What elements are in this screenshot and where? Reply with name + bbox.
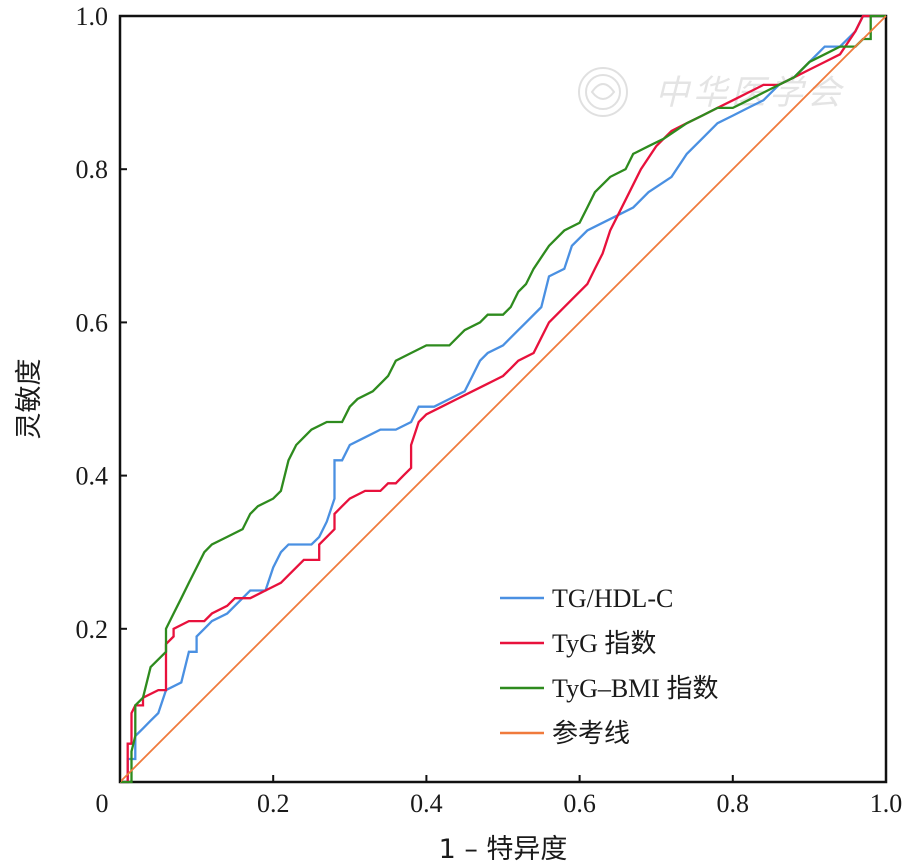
series-line-0: [120, 14, 886, 784]
x-tick-label: 0.8: [717, 789, 750, 818]
x-axis-title: 1 – 特异度: [439, 834, 568, 865]
y-tick-label: 1.0: [76, 2, 109, 31]
legend-label-3: 参考线: [552, 719, 630, 748]
watermark: 中华医学会: [578, 67, 841, 117]
series-line-3: [119, 15, 887, 783]
x-tick-label: 0: [96, 789, 109, 818]
y-tick-label: 0.8: [76, 155, 109, 184]
x-tick-label: 0.2: [257, 789, 290, 818]
legend-label-2: TyG–BMI 指数: [552, 674, 718, 703]
legend-label-0: TG/HDL-C: [552, 584, 673, 613]
plot-area: [118, 14, 888, 784]
y-axis-title: 灵敏度: [14, 359, 45, 440]
watermark-seal-icon: [578, 67, 628, 117]
y-tick-label: 0.4: [76, 462, 109, 491]
x-tick-label: 0.6: [563, 789, 596, 818]
legend-label-1: TyG 指数: [552, 629, 656, 658]
series-layer: [119, 14, 887, 784]
y-tick-label: 0.2: [76, 615, 109, 644]
plot-frame: [118, 14, 888, 784]
y-tick-label: 0.6: [76, 308, 109, 337]
x-tick-label: 0.4: [410, 789, 443, 818]
x-axis-ticks: 0 0.2 0.4 0.6 0.8 1.0: [96, 775, 903, 818]
series-line-2: [120, 14, 886, 784]
x-tick-label: 1.0: [870, 789, 903, 818]
y-axis-ticks: 0.2 0.4 0.6 0.8 1.0: [76, 2, 127, 644]
